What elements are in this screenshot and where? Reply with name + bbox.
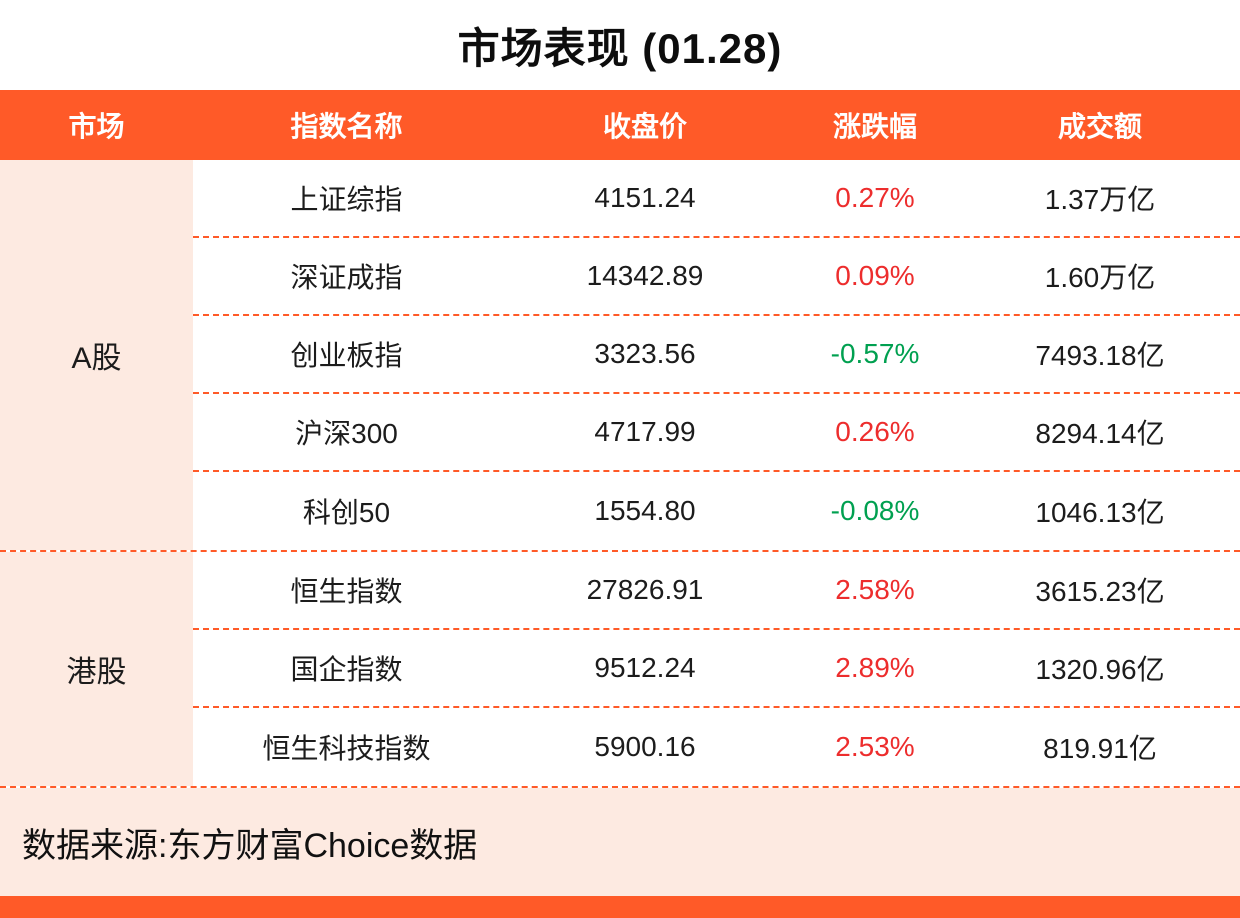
change-cell: 2.89%	[835, 652, 915, 683]
bottom-accent-bar	[0, 896, 1240, 918]
close-price-cell: 5900.16	[594, 731, 696, 762]
col-header-turnover: 成交额	[1057, 111, 1142, 142]
close-price-cell: 9512.24	[594, 652, 696, 683]
col-header-change: 涨跌幅	[832, 111, 917, 142]
table-header: 市场 指数名称 收盘价 涨跌幅 成交额	[0, 90, 1240, 160]
table-row: 国企指数 9512.24 2.89% 1320.96亿	[193, 630, 1240, 708]
turnover-cell: 1046.13亿	[1035, 497, 1165, 528]
index-name-cell: 创业板指	[290, 340, 403, 371]
index-name-cell: 沪深300	[295, 418, 398, 449]
col-header-market: 市场	[68, 111, 125, 142]
change-cell: 0.09%	[835, 260, 915, 291]
page-title: 市场表现 (01.28)	[457, 24, 783, 72]
index-name-cell: 国企指数	[290, 654, 403, 685]
data-source-text: 数据来源:东方财富Choice数据	[22, 826, 478, 865]
index-name-cell: 深证成指	[290, 262, 403, 293]
change-cell: 0.27%	[835, 182, 915, 213]
table-row: 深证成指 14342.89 0.09% 1.60万亿	[193, 238, 1240, 316]
table-row: 创业板指 3323.56 -0.57% 7493.18亿	[193, 316, 1240, 394]
group-rows: 上证综指 4151.24 0.27% 1.37万亿 深证成指 14342.89 …	[193, 160, 1240, 550]
change-cell: -0.08%	[830, 495, 920, 526]
index-name-cell: 恒生指数	[290, 576, 403, 607]
turnover-cell: 7493.18亿	[1035, 340, 1165, 371]
close-price-cell: 14342.89	[586, 260, 704, 291]
turnover-cell: 1.60万亿	[1044, 262, 1156, 293]
col-header-index: 指数名称	[290, 111, 403, 142]
close-price-cell: 1554.80	[594, 495, 696, 526]
change-cell: -0.57%	[830, 338, 920, 369]
close-price-cell: 4151.24	[594, 182, 696, 213]
title-bar: 市场表现 (01.28)	[0, 0, 1240, 90]
index-name-cell: 科创50	[302, 497, 391, 528]
turnover-cell: 1320.96亿	[1035, 654, 1165, 685]
table-row: 科创50 1554.80 -0.08% 1046.13亿	[193, 472, 1240, 550]
table-row: 上证综指 4151.24 0.27% 1.37万亿	[193, 160, 1240, 238]
change-cell: 2.53%	[835, 731, 915, 762]
index-name-cell: 上证综指	[290, 184, 403, 215]
table-row: 沪深300 4717.99 0.26% 8294.14亿	[193, 394, 1240, 472]
close-price-cell: 3323.56	[594, 338, 696, 369]
change-cell: 2.58%	[835, 574, 915, 605]
turnover-cell: 819.91亿	[1043, 733, 1157, 764]
change-cell: 0.26%	[835, 416, 915, 447]
market-label: 港股	[0, 552, 193, 786]
market-group-ashare: A股 上证综指 4151.24 0.27% 1.37万亿 深证成指 14342.…	[0, 160, 1240, 552]
turnover-cell: 1.37万亿	[1044, 184, 1156, 215]
group-rows: 恒生指数 27826.91 2.58% 3615.23亿 国企指数 9512.2…	[193, 552, 1240, 786]
close-price-cell: 27826.91	[586, 574, 704, 605]
data-source: 数据来源:东方财富Choice数据	[0, 788, 1240, 896]
table-row: 恒生指数 27826.91 2.58% 3615.23亿	[193, 552, 1240, 630]
turnover-cell: 8294.14亿	[1035, 418, 1165, 449]
table-row: 恒生科技指数 5900.16 2.53% 819.91亿	[193, 708, 1240, 786]
index-name-cell: 恒生科技指数	[262, 733, 431, 764]
close-price-cell: 4717.99	[594, 416, 696, 447]
turnover-cell: 3615.23亿	[1035, 576, 1165, 607]
col-header-close: 收盘价	[602, 111, 687, 142]
market-group-hkshare: 港股 恒生指数 27826.91 2.58% 3615.23亿 国企指数 951…	[0, 552, 1240, 788]
market-label: A股	[0, 160, 193, 550]
